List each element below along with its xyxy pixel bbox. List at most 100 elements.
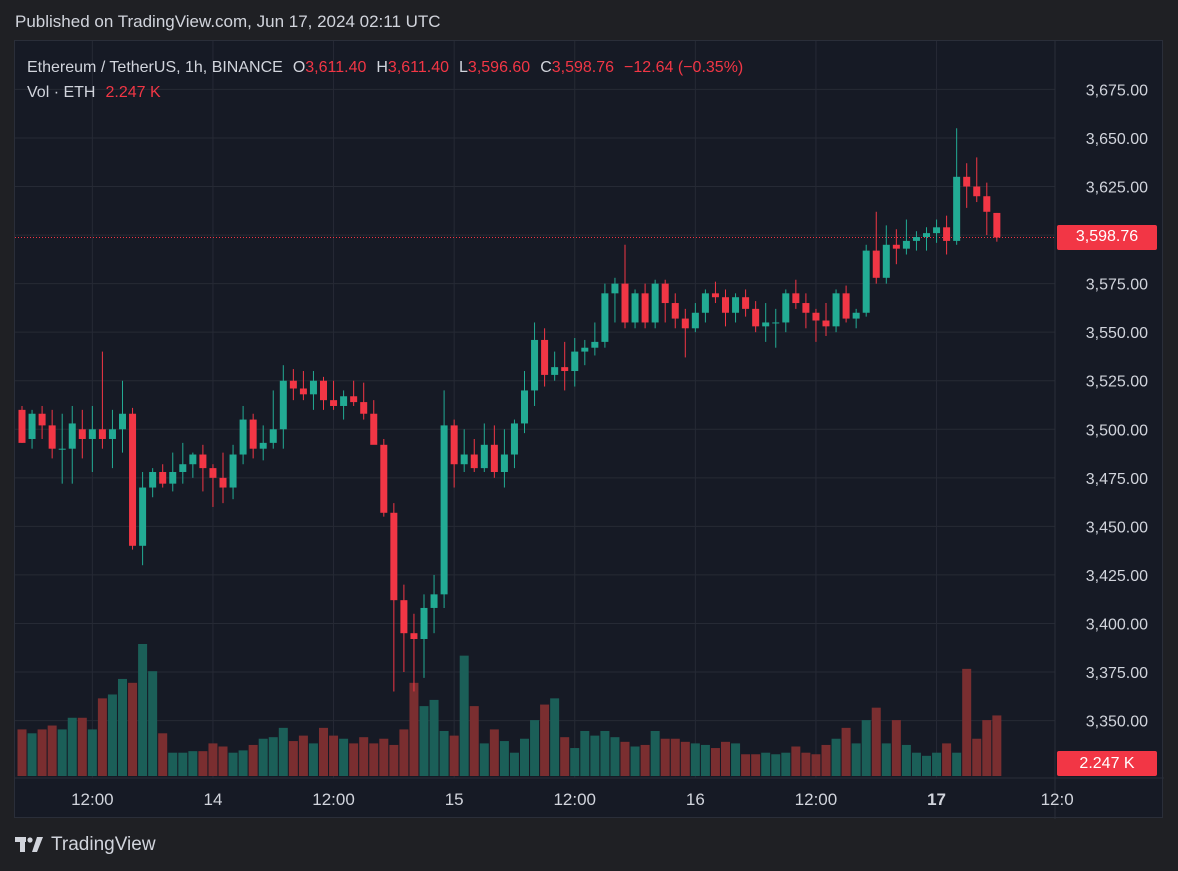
time-tick-label: 16 [686, 790, 705, 809]
volume-bar [499, 741, 509, 776]
volume-bar [640, 744, 650, 776]
volume-bar [841, 727, 851, 776]
candle-body [631, 293, 639, 323]
volume-bar [198, 751, 208, 776]
candle [88, 405, 96, 472]
volume-label: Vol · ETH [27, 83, 96, 101]
candle-body [390, 512, 398, 601]
candle-body [219, 477, 227, 488]
volume-bar [37, 729, 47, 776]
candle [58, 413, 66, 484]
published-caption: Published on TradingView.com, Jun 17, 20… [15, 12, 441, 31]
volume-bar [128, 682, 138, 776]
volume-bar [922, 755, 931, 776]
candle-body [541, 339, 549, 375]
candle [68, 405, 76, 484]
volume-bar [590, 735, 600, 776]
candle-body [139, 487, 147, 546]
candle-body [480, 444, 488, 469]
candle-body [490, 444, 498, 472]
candle-body [259, 442, 267, 449]
candle [18, 405, 26, 443]
candle [611, 277, 619, 323]
volume-bar [831, 738, 841, 776]
candle [641, 283, 649, 329]
candle [289, 369, 297, 401]
candle-body [621, 283, 629, 323]
footer[interactable]: TradingView [15, 834, 156, 856]
candle [772, 308, 780, 348]
candle-body [68, 423, 76, 449]
candle-body [752, 308, 760, 327]
volume-bar [791, 746, 801, 776]
candle [581, 339, 589, 366]
candle-body [420, 607, 428, 640]
volume-bar [509, 752, 519, 776]
time-tick-label: 17 [927, 790, 946, 809]
chart-panel[interactable]: 3,675.003,650.003,625.003,600.003,575.00… [14, 40, 1164, 819]
volume-bar [871, 707, 881, 776]
candle [902, 219, 910, 255]
candle-body [651, 283, 659, 323]
candle-body [852, 312, 860, 319]
candle [521, 371, 528, 434]
volume-bar [660, 738, 670, 776]
candle-body [772, 322, 780, 324]
volume-bar [399, 729, 409, 776]
candle [390, 503, 398, 692]
candle-body [88, 429, 96, 439]
volume-bar [308, 743, 318, 776]
volume-bar [359, 737, 369, 776]
candlestick-chart[interactable]: 3,675.003,650.003,625.003,600.003,575.00… [15, 41, 1164, 819]
candle-body [169, 472, 177, 484]
price-tick-label: 3,500.00 [1086, 422, 1148, 439]
candle [933, 219, 941, 243]
volume-bar [459, 655, 469, 776]
candle-body [601, 293, 609, 342]
candle [299, 371, 307, 401]
candle-body [953, 176, 961, 241]
volume-bar [288, 741, 298, 776]
volume-bar [932, 752, 942, 776]
candle-body [521, 390, 528, 424]
candle [480, 423, 488, 472]
candle-body [943, 227, 951, 241]
volume-bar [248, 744, 258, 776]
volume-bar [520, 738, 529, 776]
candle-body [410, 633, 418, 640]
volume-bars [17, 644, 1002, 776]
candle-body [812, 312, 820, 321]
candle [852, 308, 860, 329]
candle [490, 425, 498, 478]
volume-value: 2.247 K [105, 83, 161, 101]
candle [701, 289, 709, 323]
candle [28, 409, 36, 449]
close-label: C [540, 58, 552, 76]
candle [802, 293, 810, 329]
time-tick-label: 12:00 [71, 790, 114, 809]
price-tick-label: 3,575.00 [1086, 277, 1148, 294]
candle-body [18, 409, 26, 443]
candle-body [973, 186, 981, 197]
candle-body [119, 413, 126, 430]
time-tick-label: 14 [203, 790, 222, 809]
candle [953, 128, 961, 245]
candle [420, 594, 428, 678]
candle [400, 584, 408, 673]
low-value: 3,596.60 [467, 58, 531, 76]
candle [460, 429, 468, 472]
candle [98, 351, 106, 449]
volume-bar [218, 746, 228, 776]
candle [742, 289, 750, 317]
volume-bar [329, 735, 339, 776]
candle [48, 409, 56, 459]
candle [571, 338, 579, 387]
candle [711, 281, 719, 304]
candle-body [782, 293, 790, 323]
candle-body [822, 320, 830, 327]
candle-body [762, 322, 770, 327]
candle-body [882, 244, 890, 278]
tradingview-logo-icon [15, 837, 43, 852]
candle [732, 293, 740, 323]
time-tick-label: 12:00 [553, 790, 596, 809]
